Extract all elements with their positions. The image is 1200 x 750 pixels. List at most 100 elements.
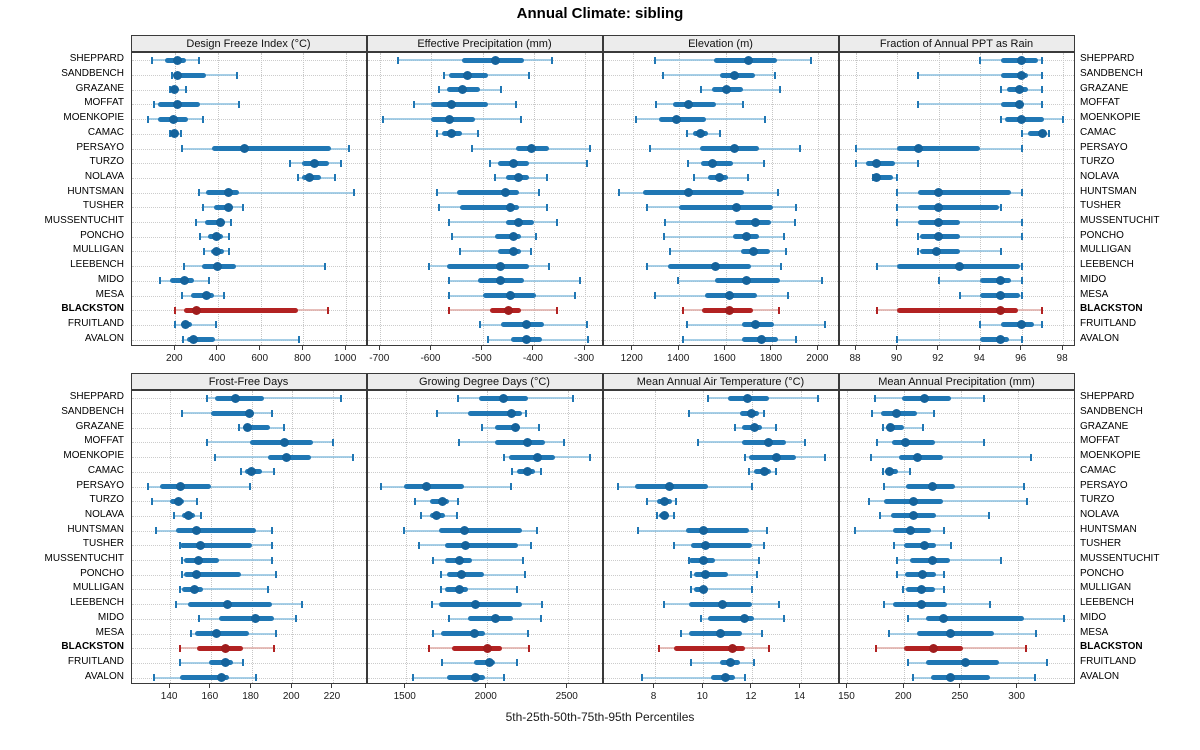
panel-strip-frost-free-days: Frost-Free Days [130,373,367,390]
whisker-cap-5th [868,497,870,505]
whisker-cap-95th [1020,218,1023,226]
whisker-cap-5th [471,145,474,153]
gridline-vertical [210,391,212,683]
median-dot [744,55,754,65]
axis-tick-label: -700 [369,353,390,364]
whisker-cap-5th [435,409,438,417]
iqr-bar-25th-75th [176,528,256,534]
median-dot [172,70,182,80]
whisker-cap-5th [189,630,192,638]
median-dot [212,246,222,256]
whisker-cap-95th [1020,145,1023,153]
whisker-cap-5th [441,659,444,667]
whisker-cap-95th [763,541,766,549]
gridline-vertical [751,391,753,683]
whisker-cap-5th [653,56,656,64]
whisker-cap-95th [741,100,744,108]
station-label-left-moffat: MOFFAT [84,435,124,447]
median-dot [485,658,495,668]
station-label-left-blackston: BLACKSTON [61,641,124,653]
whisker-cap-5th [420,512,423,520]
whisker-5th-95th [669,250,786,253]
whisker-cap-95th [208,277,211,285]
median-dot [748,246,758,256]
station-label-right-poncho: PONCHO [1080,229,1124,241]
station-label-left-huntsman: HUNTSMAN [67,523,124,535]
whisker-cap-5th [458,438,461,446]
iqr-bar-25th-75th [457,190,519,196]
whisker-cap-5th [173,512,176,520]
whisker-cap-95th [589,145,592,153]
median-dot [1017,320,1027,330]
median-dot [730,144,740,154]
iqr-bar-25th-75th [1000,72,1028,78]
gridline-horizontal [131,104,366,106]
whisker-cap-95th [794,218,797,226]
whisker-cap-95th [775,424,778,432]
gridline-vertical [303,53,305,345]
gridline-horizontal [839,60,1074,62]
median-dot [521,320,531,330]
whisker-cap-5th [440,571,443,579]
iqr-bar-25th-75th [659,116,706,122]
axis-tick [1016,684,1018,688]
iqr-bar-25th-75th [643,190,745,196]
axis-tick [724,346,726,350]
whisker-cap-95th [1041,71,1044,79]
median-dot [715,173,725,183]
gridline-horizontal [839,119,1074,121]
median-dot [1015,99,1025,109]
median-dot [908,496,918,506]
whisker-cap-5th [733,424,736,432]
median-dot [514,217,524,227]
whisker-cap-95th [242,659,245,667]
whisker-cap-95th [776,189,779,197]
whisker-cap-5th [152,674,155,682]
whisker-cap-5th [896,203,899,211]
whisker-cap-5th [435,189,438,197]
whisker-cap-95th [1020,292,1023,300]
whisker-cap-5th [203,247,206,255]
iqr-bar-25th-75th [673,101,717,107]
whisker-cap-95th [908,468,911,476]
whisker-cap-5th [432,630,435,638]
whisker-cap-5th [999,86,1002,94]
whisker-5th-95th [918,74,1043,77]
axis-tick [429,346,431,350]
median-dot [1015,85,1025,95]
whisker-cap-95th [820,277,823,285]
median-dot [715,629,725,639]
axis-tick [653,684,655,688]
station-label-left-camac: CAMAC [87,126,124,138]
gridline-horizontal [367,133,602,135]
iqr-bar-25th-75th [243,425,270,431]
iqr-bar-25th-75th [897,146,981,152]
median-dot [659,511,669,521]
axis-tick-label: 14 [794,691,806,702]
whisker-cap-95th [1023,483,1026,491]
whisker-cap-5th [380,483,383,491]
median-dot [447,99,457,109]
whisker-cap-95th [765,527,768,535]
median-dot [920,540,930,550]
whisker-cap-5th [653,292,656,300]
axis-tick [566,684,568,688]
station-label-left-mulligan: MULLIGAN [72,582,124,594]
whisker-cap-5th [681,306,684,314]
median-dot [664,482,674,492]
whisker-cap-95th [999,556,1002,564]
gridline-horizontal [131,324,366,326]
axis-tick-label: 200 [282,691,300,702]
whisker-cap-95th [457,497,460,505]
whisker-cap-5th [875,306,878,314]
whisker-cap-95th [896,174,899,182]
station-label-left-mesa: MESA [95,626,124,638]
median-dot [722,85,732,95]
axis-tick [1061,346,1063,350]
whisker-cap-95th [331,438,334,446]
whisker-cap-95th [988,512,991,520]
whisker-cap-5th [686,130,689,138]
iqr-bar-25th-75th [205,219,226,225]
iqr-bar-25th-75th [468,616,514,622]
